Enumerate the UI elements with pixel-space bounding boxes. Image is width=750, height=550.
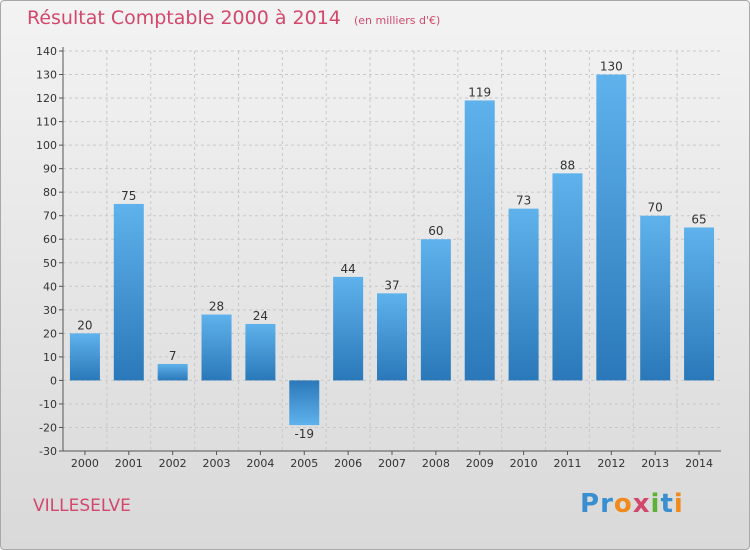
logo-letter: i bbox=[650, 489, 661, 519]
logo-letter: P bbox=[580, 489, 601, 519]
x-tick-label: 2008 bbox=[422, 457, 450, 470]
x-tick-label: 2000 bbox=[71, 457, 99, 470]
y-tick-label: 120 bbox=[36, 92, 57, 105]
x-tick-label: 2014 bbox=[685, 457, 713, 470]
bar bbox=[508, 208, 539, 381]
bar bbox=[464, 100, 495, 381]
labels: -30 -20 -10 0 10 20 30 40 50 60 70 80 90 100 110 120 130… bbox=[36, 45, 713, 470]
data-label: 119 bbox=[468, 85, 491, 99]
y-tick-label: 70 bbox=[43, 210, 57, 223]
bar bbox=[113, 203, 144, 381]
chart-title: Résultat Comptable 2000 à 2014 bbox=[27, 7, 341, 29]
bar bbox=[201, 314, 232, 381]
y-tick-label: 10 bbox=[43, 351, 57, 364]
bar bbox=[69, 333, 100, 381]
x-tick-label: 2006 bbox=[334, 457, 362, 470]
data-label: -19 bbox=[294, 427, 314, 441]
x-tick-label: 2012 bbox=[597, 457, 625, 470]
proxiti-logo: Proxiti bbox=[580, 489, 684, 519]
logo-letter: i bbox=[673, 489, 684, 519]
data-label: 7 bbox=[169, 349, 177, 363]
bar bbox=[552, 173, 583, 381]
y-tick-label: 110 bbox=[36, 116, 57, 129]
y-tick-label: 90 bbox=[43, 163, 57, 176]
data-label: 20 bbox=[77, 318, 92, 332]
y-tick-label: 60 bbox=[43, 233, 57, 246]
logo-letter: o bbox=[613, 489, 633, 519]
commune-name: VILLESELVE bbox=[33, 496, 131, 516]
title-row: Résultat Comptable 2000 à 2014 (en milli… bbox=[27, 7, 440, 29]
data-label: 60 bbox=[428, 224, 443, 238]
data-label: 75 bbox=[121, 189, 136, 203]
data-label: 44 bbox=[340, 262, 355, 276]
x-tick-label: 2003 bbox=[203, 457, 231, 470]
x-tick-label: 2005 bbox=[290, 457, 318, 470]
y-tick-label: -30 bbox=[39, 445, 57, 458]
bar bbox=[377, 293, 407, 381]
data-label: 28 bbox=[209, 300, 224, 314]
y-tick-label: 80 bbox=[43, 186, 57, 199]
x-tick-label: 2004 bbox=[246, 457, 274, 470]
bar bbox=[333, 276, 364, 381]
y-tick-label: 100 bbox=[36, 139, 57, 152]
x-tick-label: 2002 bbox=[159, 457, 187, 470]
y-tick-label: 50 bbox=[43, 257, 57, 270]
y-tick-label: 0 bbox=[50, 374, 57, 387]
axes bbox=[59, 47, 721, 455]
bar bbox=[289, 380, 320, 426]
data-label: 24 bbox=[253, 309, 268, 323]
y-tick-label: 140 bbox=[36, 45, 57, 58]
bar bbox=[640, 215, 671, 381]
x-tick-label: 2001 bbox=[115, 457, 143, 470]
chart-subtitle: (en milliers d'€) bbox=[353, 14, 441, 27]
data-label: 73 bbox=[516, 194, 531, 208]
y-tick-label: 40 bbox=[43, 280, 57, 293]
logo-letter: x bbox=[632, 489, 651, 519]
x-tick-label: 2009 bbox=[466, 457, 494, 470]
x-tick-label: 2013 bbox=[641, 457, 669, 470]
y-tick-label: 130 bbox=[36, 69, 57, 82]
y-tick-label: 30 bbox=[43, 304, 57, 317]
data-label: 130 bbox=[600, 60, 623, 74]
bar bbox=[157, 363, 188, 381]
bar bbox=[245, 323, 276, 381]
bar bbox=[684, 227, 715, 381]
data-label: 37 bbox=[384, 278, 399, 292]
bar bbox=[420, 239, 451, 381]
bar bbox=[596, 74, 627, 381]
logo-letter: r bbox=[600, 489, 614, 519]
y-tick-label: 20 bbox=[43, 327, 57, 340]
y-tick-label: -10 bbox=[39, 398, 57, 411]
x-tick-label: 2010 bbox=[510, 457, 538, 470]
x-tick-label: 2007 bbox=[378, 457, 406, 470]
logo-letter: t bbox=[660, 489, 674, 519]
y-tick-label: -20 bbox=[39, 421, 57, 434]
data-label: 70 bbox=[648, 201, 663, 215]
bars bbox=[69, 74, 715, 426]
data-label: 88 bbox=[560, 158, 575, 172]
data-label: 65 bbox=[691, 212, 706, 226]
x-tick-label: 2011 bbox=[553, 457, 581, 470]
